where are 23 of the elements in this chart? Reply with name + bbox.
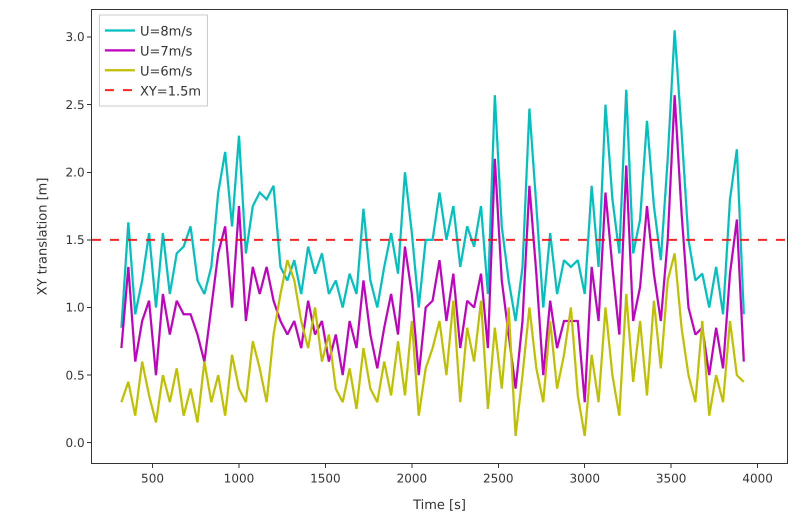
line-series — [120, 94, 745, 404]
x-tick-label: 1500 — [310, 471, 341, 486]
legend-label: U=6m/s — [140, 64, 193, 80]
y-tick-label: 2.0 — [66, 165, 85, 180]
x-tick-label: 3000 — [569, 471, 600, 486]
x-tick-label: 3500 — [656, 471, 686, 486]
x-tick-label: 1000 — [224, 471, 254, 486]
y-tick-label: 1.5 — [66, 233, 85, 248]
x-tick-label: 2500 — [483, 471, 514, 486]
x-tick-label: 500 — [141, 471, 164, 486]
y-tick-label: 2.5 — [66, 98, 85, 112]
x-tick-label: 2000 — [396, 471, 428, 486]
line-series — [120, 252, 745, 438]
legend-label: U=7m/s — [140, 44, 193, 60]
y-axis-title: XY translation [m] — [35, 178, 50, 296]
y-tick-label: 1.0 — [66, 300, 85, 315]
y-tick-label: 0.5 — [66, 368, 85, 382]
y-tick-label: 3.0 — [66, 30, 85, 44]
y-tick-label: 0.0 — [66, 436, 85, 450]
legend-label: XY=1.5m — [140, 84, 202, 100]
x-axis-title: Time [s] — [412, 498, 466, 513]
x-tick-label: 4000 — [742, 471, 773, 486]
legend-label: U=8m/s — [140, 24, 193, 40]
